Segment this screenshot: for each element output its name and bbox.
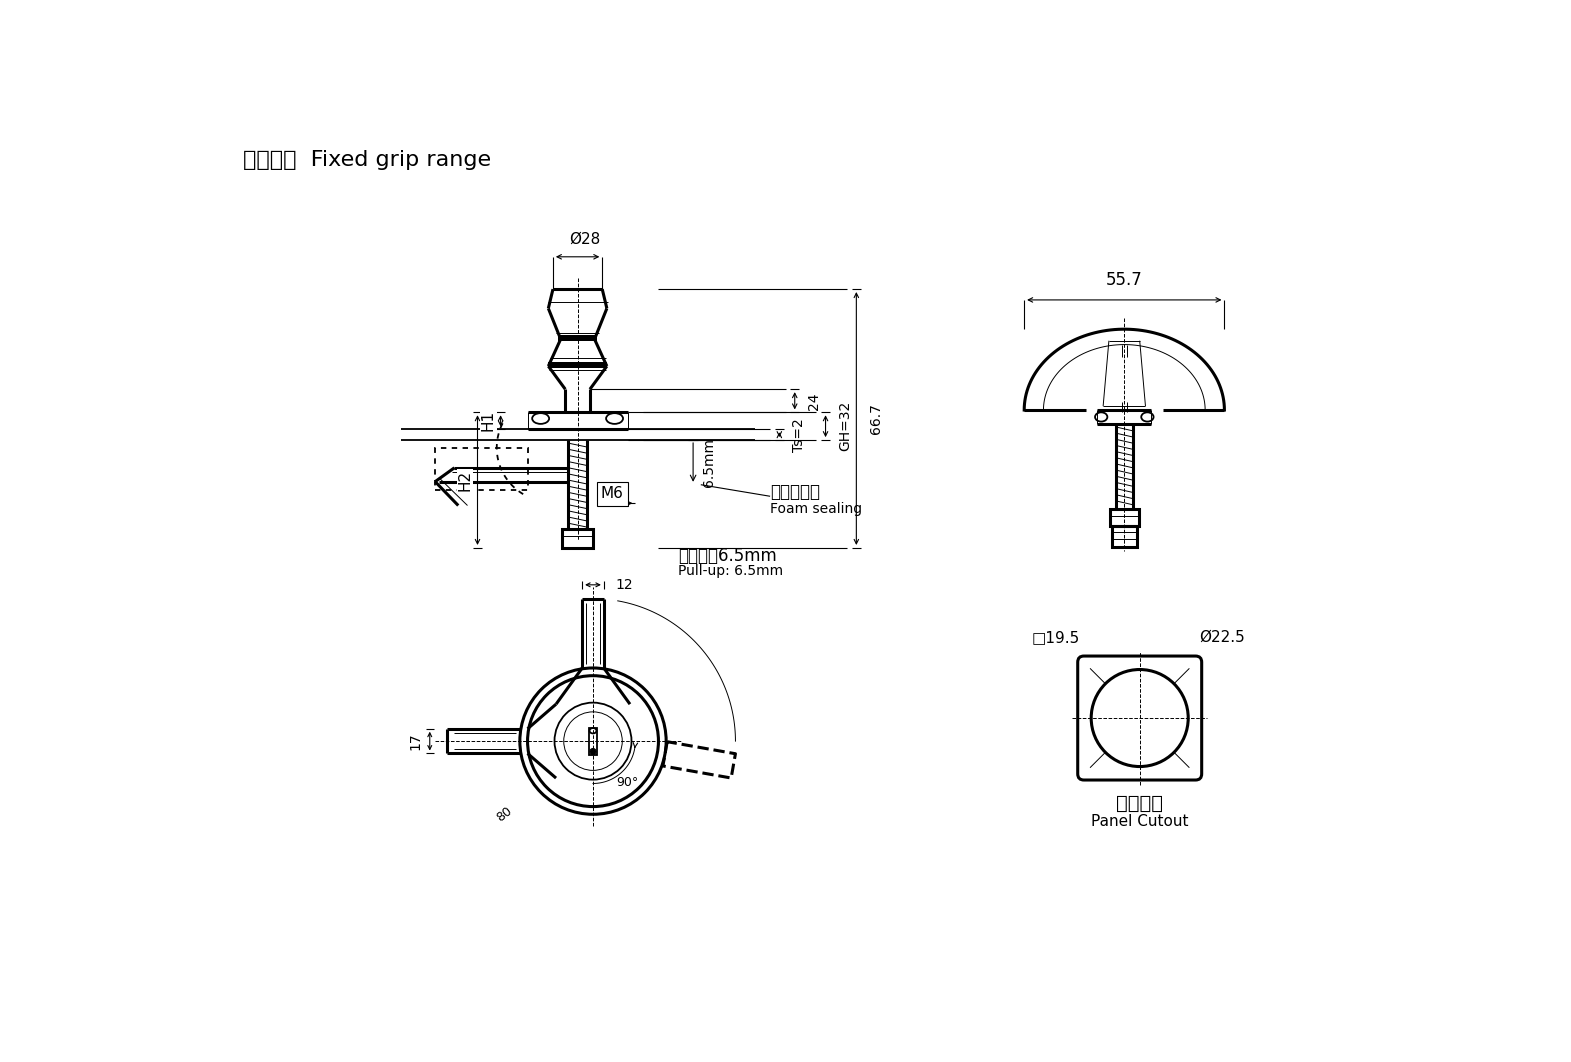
- Text: H1: H1: [481, 410, 496, 431]
- Text: 90°: 90°: [616, 776, 639, 789]
- Bar: [435, 448, 528, 490]
- Bar: [589, 727, 597, 755]
- Text: 66.7: 66.7: [869, 404, 883, 434]
- Text: Ø28: Ø28: [570, 232, 602, 246]
- Text: □19.5: □19.5: [1032, 630, 1079, 645]
- Text: M6: M6: [600, 486, 624, 501]
- Bar: [562, 529, 592, 548]
- Text: 24: 24: [807, 392, 822, 410]
- Text: 80: 80: [495, 804, 515, 824]
- Text: Pull-up: 6.5mm: Pull-up: 6.5mm: [677, 564, 782, 578]
- Text: 12: 12: [616, 578, 633, 592]
- Text: 55.7: 55.7: [1106, 271, 1142, 289]
- Bar: [548, 361, 608, 367]
- Bar: [558, 335, 597, 341]
- Text: 固定间距  Fixed grip range: 固定间距 Fixed grip range: [242, 150, 490, 170]
- Text: Ts=2: Ts=2: [792, 417, 806, 451]
- Bar: [1112, 526, 1137, 547]
- Text: 开孔尺寸: 开孔尺寸: [1117, 793, 1163, 812]
- Circle shape: [591, 749, 595, 755]
- Text: 6.5mm: 6.5mm: [702, 438, 716, 486]
- Text: 发泡橡胶垫: 发泡橡胶垫: [770, 483, 820, 501]
- Text: Foam sealing: Foam sealing: [770, 502, 862, 516]
- Text: GH=32: GH=32: [837, 401, 851, 451]
- Bar: [1109, 509, 1139, 526]
- Text: Ø22.5: Ø22.5: [1199, 630, 1246, 645]
- Text: 压缩量：6.5mm: 压缩量：6.5mm: [677, 547, 776, 565]
- Text: 17: 17: [408, 733, 423, 750]
- Text: H2: H2: [457, 469, 473, 491]
- Text: Panel Cutout: Panel Cutout: [1090, 815, 1188, 829]
